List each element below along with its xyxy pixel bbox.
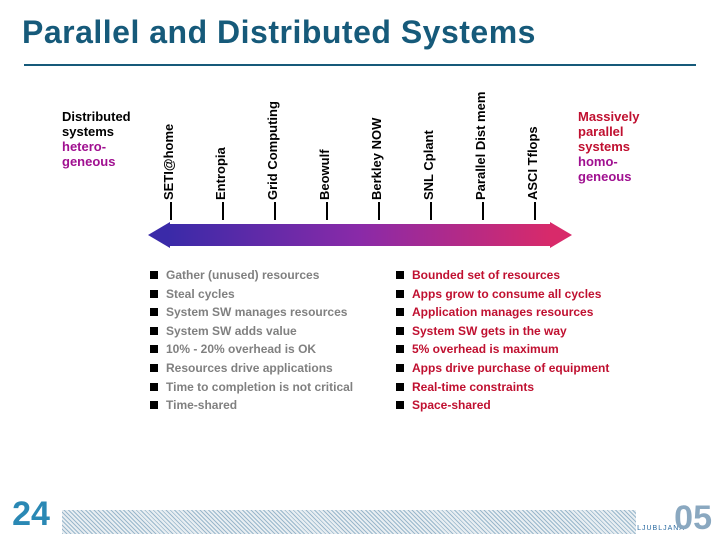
bullet-row: Time-shared bbox=[150, 396, 390, 415]
bullet-marker-icon bbox=[396, 308, 404, 316]
title-underline bbox=[24, 64, 696, 66]
footer-year: 05 bbox=[674, 499, 712, 538]
bullet-marker-icon bbox=[150, 271, 158, 279]
bullet-text: Real-time constraints bbox=[412, 378, 534, 397]
bullet-text: System SW manages resources bbox=[166, 303, 347, 322]
bullet-row: Gather (unused) resources bbox=[150, 266, 390, 285]
bullet-marker-icon bbox=[150, 383, 158, 391]
slide-footer: 24 LJUBLJANA 05 bbox=[0, 488, 720, 540]
spectrum-tick bbox=[534, 202, 536, 220]
spectrum-item-label: ASCI Tflops bbox=[525, 126, 540, 200]
bullet-text: Apps drive purchase of equipment bbox=[412, 359, 609, 378]
bullet-marker-icon bbox=[150, 290, 158, 298]
spectrum-tick bbox=[326, 202, 328, 220]
bullet-row: Bounded set of resources bbox=[396, 266, 656, 285]
bullet-text: Space-shared bbox=[412, 396, 491, 415]
spectrum-tick bbox=[378, 202, 380, 220]
bullet-row: Apps drive purchase of equipment bbox=[396, 359, 656, 378]
spectrum-item-label: Entropia bbox=[213, 147, 228, 200]
bullet-row: Space-shared bbox=[396, 396, 656, 415]
bullet-marker-icon bbox=[150, 327, 158, 335]
bullet-marker-icon bbox=[396, 327, 404, 335]
bullet-row: Steal cycles bbox=[150, 285, 390, 304]
bullet-text: System SW gets in the way bbox=[412, 322, 567, 341]
bullet-text: Time to completion is not critical bbox=[166, 378, 353, 397]
bullet-marker-icon bbox=[150, 345, 158, 353]
bullet-text: Bounded set of resources bbox=[412, 266, 560, 285]
bullet-marker-icon bbox=[396, 290, 404, 298]
bullet-row: Application manages resources bbox=[396, 303, 656, 322]
arrow-right-icon bbox=[550, 222, 572, 248]
bullet-text: Application manages resources bbox=[412, 303, 593, 322]
bullet-marker-icon bbox=[396, 383, 404, 391]
bullet-marker-icon bbox=[396, 364, 404, 372]
bullet-text: 5% overhead is maximum bbox=[412, 340, 559, 359]
bullet-text: System SW adds value bbox=[166, 322, 297, 341]
bullet-marker-icon bbox=[396, 345, 404, 353]
slide: Parallel and Distributed Systems Distrib… bbox=[0, 0, 720, 540]
spectrum-item-label: Beowulf bbox=[317, 149, 332, 200]
bullet-text: Apps grow to consume all cycles bbox=[412, 285, 601, 304]
bullet-text: Steal cycles bbox=[166, 285, 235, 304]
spectrum-tick bbox=[482, 202, 484, 220]
slide-title: Parallel and Distributed Systems bbox=[0, 0, 720, 61]
bullet-marker-icon bbox=[150, 364, 158, 372]
footer-decorative-bar bbox=[62, 510, 636, 534]
bullet-row: System SW gets in the way bbox=[396, 322, 656, 341]
bullet-text: Resources drive applications bbox=[166, 359, 333, 378]
spectrum-vertical-labels: SETI@home Entropia Grid Computing Beowulf Be… bbox=[62, 90, 658, 202]
bullet-marker-icon bbox=[396, 271, 404, 279]
spectrum-tick bbox=[170, 202, 172, 220]
left-bullet-list: Gather (unused) resourcesSteal cyclesSys… bbox=[150, 266, 390, 415]
spectrum-tick bbox=[430, 202, 432, 220]
bullet-marker-icon bbox=[150, 308, 158, 316]
bullet-marker-icon bbox=[150, 401, 158, 409]
arrow-left-icon bbox=[148, 222, 170, 248]
bullet-row: System SW manages resources bbox=[150, 303, 390, 322]
spectrum-arrow-bar bbox=[154, 224, 566, 246]
spectrum-diagram: Distributed systems hetero- geneous Mass… bbox=[62, 90, 658, 430]
bullet-row: Real-time constraints bbox=[396, 378, 656, 397]
spectrum-item-label: Grid Computing bbox=[265, 101, 280, 200]
bullet-row: System SW adds value bbox=[150, 322, 390, 341]
bullet-row: Apps grow to consume all cycles bbox=[396, 285, 656, 304]
spectrum-item-label: Berkley NOW bbox=[369, 118, 384, 200]
page-number: 24 bbox=[2, 492, 60, 536]
spectrum-tick bbox=[222, 202, 224, 220]
right-bullet-list: Bounded set of resourcesApps grow to con… bbox=[396, 266, 656, 415]
bar-gradient bbox=[168, 224, 552, 246]
bullet-row: 10% - 20% overhead is OK bbox=[150, 340, 390, 359]
spectrum-tick bbox=[274, 202, 276, 220]
spectrum-item-label: SETI@home bbox=[161, 124, 176, 200]
spectrum-item-label: Parallel Dist mem bbox=[473, 92, 488, 200]
bullet-row: 5% overhead is maximum bbox=[396, 340, 656, 359]
bullet-row: Time to completion is not critical bbox=[150, 378, 390, 397]
bullet-text: 10% - 20% overhead is OK bbox=[166, 340, 316, 359]
bullet-text: Time-shared bbox=[166, 396, 237, 415]
bullet-marker-icon bbox=[396, 401, 404, 409]
bullet-text: Gather (unused) resources bbox=[166, 266, 319, 285]
bullet-row: Resources drive applications bbox=[150, 359, 390, 378]
spectrum-item-label: SNL Cplant bbox=[421, 130, 436, 200]
